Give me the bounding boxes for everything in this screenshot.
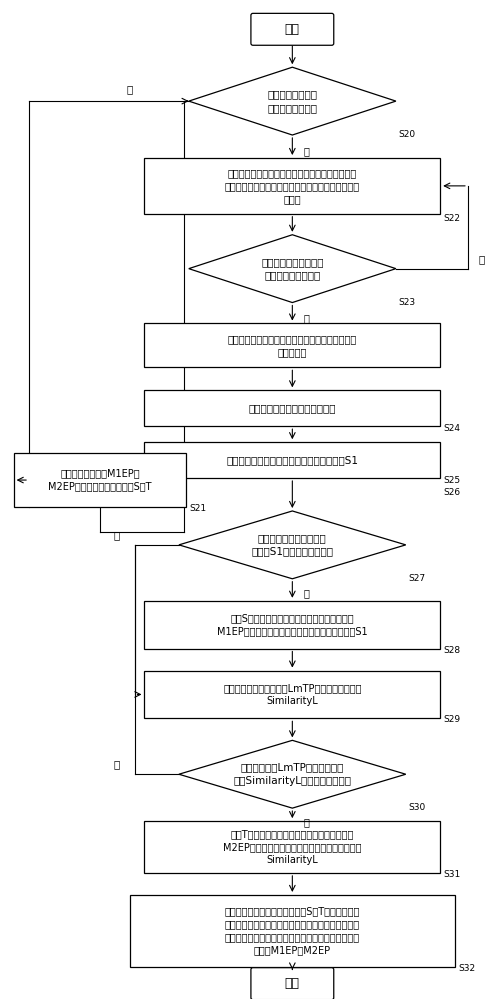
Bar — [144, 671, 440, 718]
Text: 是: 是 — [126, 84, 133, 94]
Text: 更新T为所述仿射变换参数，更新最佳匹配点对
M2EP为所述最佳匹配点对，更新所述第四数值为
SimilarityL: 更新T为所述仿射变换参数，更新最佳匹配点对 M2EP为所述最佳匹配点对，更新所述… — [223, 829, 362, 865]
Bar — [144, 442, 440, 478]
Text: S22: S22 — [443, 214, 460, 223]
Text: 判断所述基于LmTP特征的局部相
似度SimilarityL是否大于第四数值: 判断所述基于LmTP特征的局部相 似度SimilarityL是否大于第四数值 — [233, 763, 351, 786]
Text: S31: S31 — [443, 870, 460, 879]
Bar — [14, 453, 186, 507]
Polygon shape — [179, 740, 406, 808]
Text: 否: 否 — [303, 146, 309, 156]
Bar — [144, 821, 440, 873]
Text: 计算当前匹配点对的基于LmTP特征的局部相似度
SimilarityL: 计算当前匹配点对的基于LmTP特征的局部相似度 SimilarityL — [223, 683, 362, 706]
Text: 结束: 结束 — [285, 977, 300, 990]
Text: S21: S21 — [189, 504, 207, 513]
Text: S23: S23 — [399, 298, 416, 307]
Text: 是: 是 — [303, 817, 309, 827]
Text: 是: 是 — [303, 588, 309, 598]
Polygon shape — [189, 67, 396, 135]
Bar — [144, 158, 440, 214]
Text: S28: S28 — [443, 646, 460, 655]
Text: 否: 否 — [479, 254, 485, 264]
Text: 根据所述指静脉图像的端点和所述模板图像的端点
确定出从所述指静脉图像到所述模板图像的的仿射变
换参数: 根据所述指静脉图像的端点和所述模板图像的端点 确定出从所述指静脉图像到所述模板图… — [225, 168, 360, 204]
Text: 否: 否 — [114, 530, 120, 540]
Bar — [144, 323, 440, 367]
Text: 判断所述基于距离的局部
相似度S1是否小于第三数值: 判断所述基于距离的局部 相似度S1是否小于第三数值 — [251, 533, 333, 556]
Bar — [144, 601, 440, 649]
Text: 开始: 开始 — [285, 23, 300, 36]
Text: 利用计算到的最佳仿射变换参数S、T分别对所述指
静脉图像的分支点进行仿射变换，并将每一次变换后
的分支点和所述模板图像的分支点进行匹配，得到匹
配点对M1EP、: 利用计算到的最佳仿射变换参数S、T分别对所述指 静脉图像的分支点进行仿射变换，并… — [225, 906, 360, 956]
Text: S25: S25 — [443, 476, 460, 485]
Text: 判断当前循环次数
是否达到第二数值: 判断当前循环次数 是否达到第二数值 — [267, 90, 317, 113]
Text: 否: 否 — [114, 759, 120, 769]
Text: S24: S24 — [443, 424, 460, 433]
Text: S29: S29 — [443, 715, 460, 724]
Bar — [144, 390, 440, 426]
Bar — [130, 895, 455, 967]
Text: 是: 是 — [303, 314, 309, 324]
Text: S27: S27 — [409, 574, 426, 583]
Text: 更新S为所述仿射变换参数，更新最佳匹配点对
M1EP为所述最佳匹配点对，更新所述第三数值为S1: 更新S为所述仿射变换参数，更新最佳匹配点对 M1EP为所述最佳匹配点对，更新所述… — [217, 613, 367, 636]
Text: 使用距离信息计算最佳匹配点对: 使用距离信息计算最佳匹配点对 — [248, 403, 336, 413]
Text: S30: S30 — [409, 803, 426, 812]
Polygon shape — [189, 235, 396, 303]
Text: S32: S32 — [458, 964, 475, 973]
Text: 通过仿射变换参数，对所述指静脉图像的特征点进
行仿射变换: 通过仿射变换参数，对所述指静脉图像的特征点进 行仿射变换 — [228, 334, 357, 357]
Text: S26: S26 — [443, 488, 460, 497]
Text: S20: S20 — [399, 130, 416, 139]
Polygon shape — [179, 511, 406, 579]
Text: 保存最佳匹配点对M1EP、
M2EP以及最佳仿射变换参数S、T: 保存最佳匹配点对M1EP、 M2EP以及最佳仿射变换参数S、T — [48, 468, 152, 492]
Text: 判断所述仿射变换参数
是否在预设的范围内: 判断所述仿射变换参数 是否在预设的范围内 — [261, 257, 324, 280]
FancyBboxPatch shape — [251, 968, 334, 1000]
FancyBboxPatch shape — [251, 13, 334, 45]
Text: 计算当前匹配点对的基于距离的局部相似度S1: 计算当前匹配点对的基于距离的局部相似度S1 — [226, 455, 358, 465]
